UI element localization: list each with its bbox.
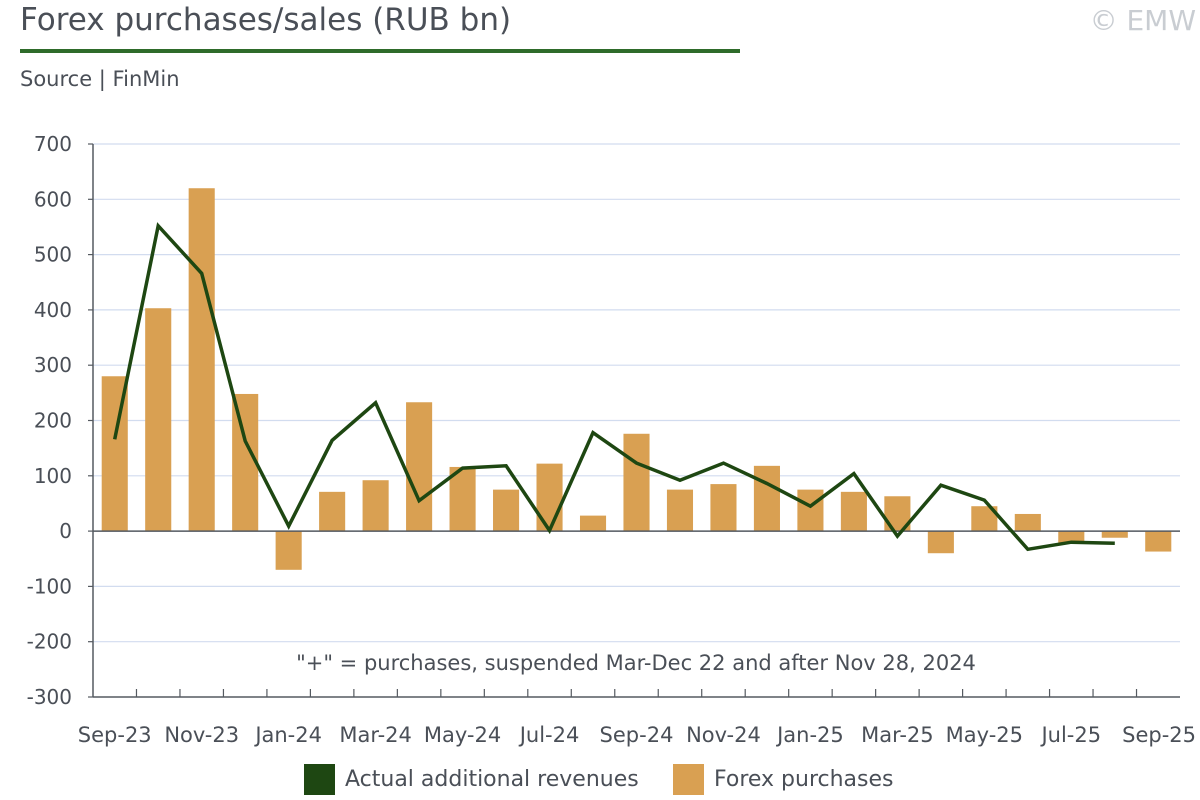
source-label: Source | FinMin [20,67,180,91]
x-tick-label: May-25 [946,723,1023,747]
chart-plot: -300 -200 -100 0 100 200 300 400 500 600 700 Sep-23… [27,132,1196,747]
y-tick-label: -200 [27,630,72,654]
y-tick-label: 300 [34,353,72,377]
y-tick-label: 0 [59,519,72,543]
x-tick-label: Sep-25 [1122,723,1196,747]
bar-forex-purchases [1014,513,1041,532]
y-tick-label: 500 [34,243,72,267]
tick-labels: -300 -200 -100 0 100 200 300 400 500 600 700 Sep-23… [27,132,1196,747]
x-tick-label: Mar-24 [339,723,412,747]
legend-swatch-line [304,764,335,795]
bar-forex-purchases [536,463,563,532]
title-underline [20,49,740,53]
bar-forex-purchases [406,402,433,532]
x-tick-label: May-24 [424,723,501,747]
bar-forex-purchases [145,308,172,532]
legend-item-bar: Forex purchases [673,764,894,795]
y-tick-label: 100 [34,464,72,488]
line-actual-additional-revenues [112,222,1115,552]
bar-forex-purchases [840,491,867,532]
y-tick-label: -300 [27,685,72,709]
bar-forex-purchases [753,465,780,532]
bar-forex-purchases [579,515,607,532]
bar-forex-purchases [1058,531,1085,544]
x-tick-label: Sep-23 [78,723,152,747]
y-tick-label: 600 [34,187,72,211]
legend-label-bar: Forex purchases [714,767,894,792]
gridlines [93,143,1180,643]
y-tick-label: 700 [34,132,72,156]
legend-swatch-bar [673,764,704,795]
bar-forex-purchases [362,480,389,532]
bar-forex-purchases [666,489,694,532]
y-tick-label: -100 [27,574,72,598]
x-tick-label: Nov-23 [164,723,239,747]
chart-legend: Actual additional revenues Forex purchas… [0,764,1200,800]
legend-label-line: Actual additional revenues [345,767,639,792]
bar-forex-purchases [493,489,520,532]
x-tick-label: Jul-25 [1039,723,1101,747]
bar-forex-purchases [797,489,824,532]
x-tick-label: Jul-24 [518,723,580,747]
chart-title: Forex purchases/sales (RUB bn) [20,2,512,38]
bar-forex-purchases [232,393,259,532]
x-tick-label: Sep-24 [600,723,674,747]
x-tick-label: Jan-24 [253,723,322,747]
y-tick-label: 200 [34,409,72,433]
axes [88,143,1180,698]
bars [101,188,1172,570]
copyright-watermark: © EMW [1089,4,1196,37]
y-tick-label: 400 [34,298,72,322]
bar-forex-purchases [275,531,302,570]
x-tick-label: Jan-25 [775,723,844,747]
bar-forex-purchases [1101,531,1128,538]
bar-forex-purchases [623,433,650,532]
bar-forex-purchases [319,491,346,532]
bar-forex-purchases [449,466,476,532]
bar-forex-purchases [927,531,954,554]
bar-forex-purchases [1145,531,1172,552]
x-tick-label: Mar-25 [861,723,934,747]
legend-item-line: Actual additional revenues [304,764,639,795]
bar-forex-purchases [188,188,215,532]
line-series [112,222,1115,552]
bar-forex-purchases [710,484,737,532]
x-tick-label: Nov-24 [686,723,761,747]
chart-annotation: "+" = purchases, suspended Mar-Dec 22 an… [296,651,976,675]
